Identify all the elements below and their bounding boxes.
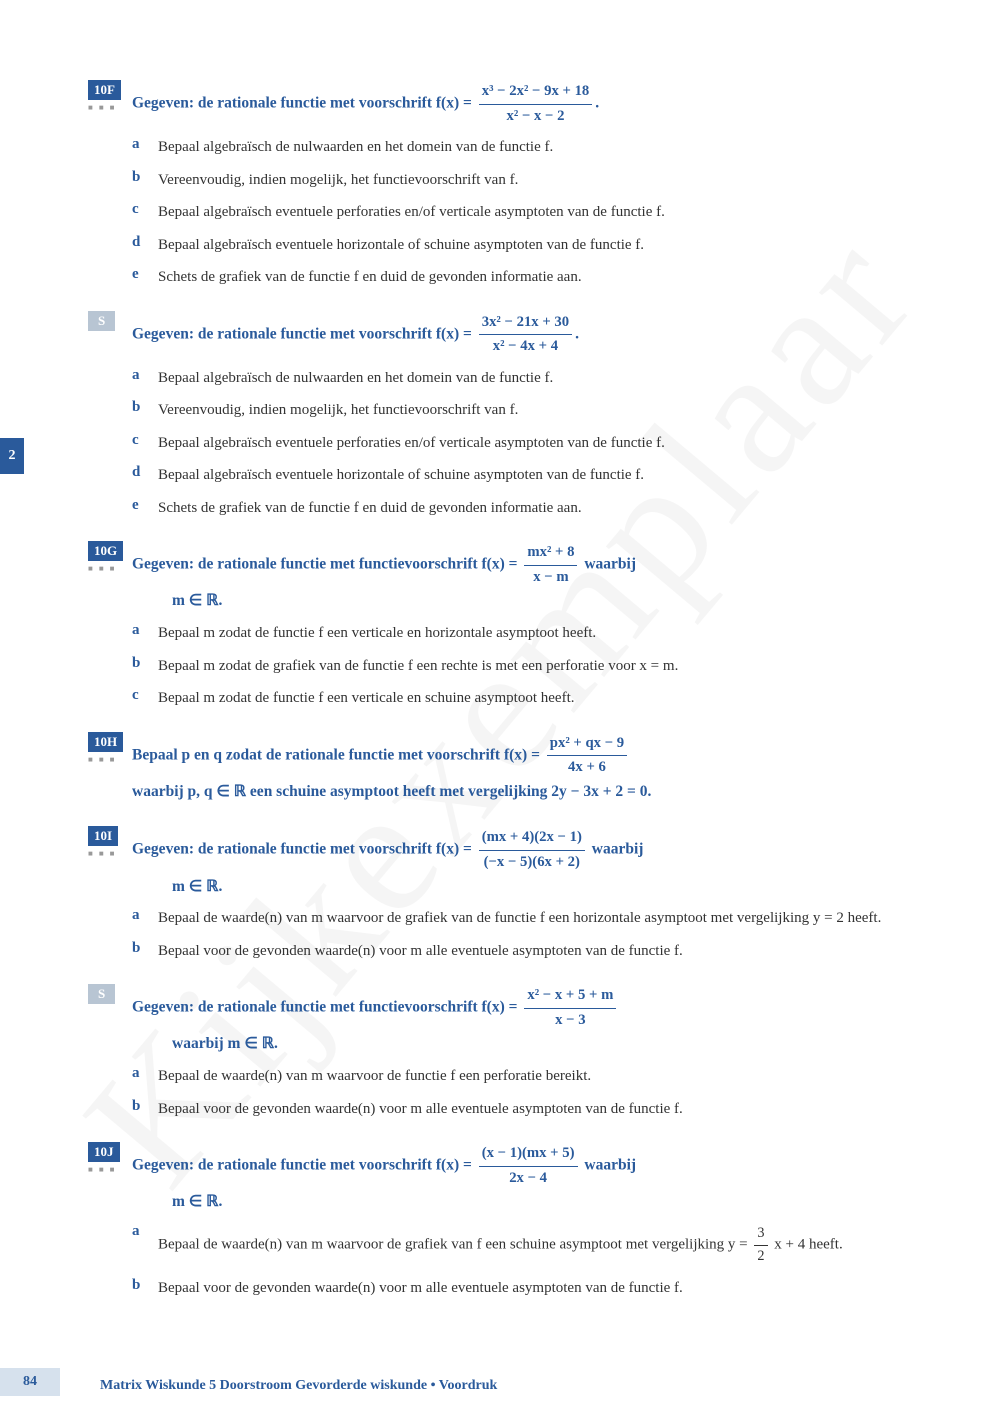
subitem-text: Bepaal m zodat de grafiek van de functie… — [158, 655, 678, 678]
exercise-badge: 10H — [88, 732, 123, 752]
subitem-d: dBepaal algebraïsch eventuele horizontal… — [132, 464, 900, 487]
subitem-label: b — [132, 1277, 158, 1294]
subitem-b: bVereenvoudig, indien mogelijk, het func… — [132, 169, 900, 192]
exercise-prompt: Gegeven: de rationale functie met voorsc… — [132, 80, 599, 128]
subitem-text: Bepaal algebraïsch eventuele perforaties… — [158, 201, 665, 224]
subitem-label: a — [132, 622, 158, 639]
subitem-b: bBepaal m zodat de grafiek van de functi… — [132, 655, 900, 678]
subitem-e: eSchets de grafiek van de functie f en d… — [132, 266, 900, 289]
subitem-text: Vereenvoudig, indien mogelijk, het funct… — [158, 399, 518, 422]
exercise-badge: 10F — [88, 80, 121, 100]
subitem-b: bBepaal voor de gevonden waarde(n) voor … — [132, 1277, 900, 1300]
subitem-text: Schets de grafiek van de functie f en du… — [158, 266, 582, 289]
difficulty-dots: ■ ■ ■ — [88, 849, 132, 858]
subitem-a: aBepaal algebraïsch de nulwaarden en het… — [132, 136, 900, 159]
exercise-s: S Gegeven: de rationale functie met voors… — [88, 311, 900, 520]
subitem-d: dBepaal algebraïsch eventuele horizontal… — [132, 234, 900, 257]
subitem-text: Bepaal de waarde(n) van m waarvoor de gr… — [158, 907, 881, 930]
subitem-b: bBepaal voor de gevonden waarde(n) voor … — [132, 940, 900, 963]
subitem-text: Bepaal algebraïsch eventuele horizontale… — [158, 234, 644, 257]
subitem-a: aBepaal de waarde(n) van m waarvoor de f… — [132, 1065, 900, 1088]
subitem-label: a — [132, 136, 158, 153]
subitem-label: a — [132, 907, 158, 924]
subitem-text: Bepaal voor de gevonden waarde(n) voor m… — [158, 1277, 683, 1300]
exercise-prompt: Gegeven: de rationale functie met functi… — [132, 541, 636, 614]
subitem-text: Bepaal de waarde(n) van m waarvoor de fu… — [158, 1065, 591, 1088]
subitem-text: Bepaal m zodat de functie f een vertical… — [158, 622, 596, 645]
difficulty-dots: ■ ■ ■ — [88, 1165, 132, 1174]
difficulty-dots: ■ ■ ■ — [88, 103, 132, 112]
exercise-10j: 10J ■ ■ ■Gegeven: de rationale functie me… — [88, 1142, 900, 1299]
exercise-s: S Gegeven: de rationale functie met funct… — [88, 984, 900, 1120]
exercise-10h: 10H ■ ■ ■Bepaal p en q zodat de rationale… — [88, 732, 900, 805]
exercise-10g: 10G ■ ■ ■Gegeven: de rationale functie me… — [88, 541, 900, 709]
subitem-label: a — [132, 1065, 158, 1082]
subitem-text: Bepaal algebraïsch eventuele perforaties… — [158, 432, 665, 455]
subitem-text: Bepaal algebraïsch de nulwaarden en het … — [158, 136, 553, 159]
subitem-label: e — [132, 266, 158, 283]
subitem-text: Bepaal algebraïsch eventuele horizontale… — [158, 464, 644, 487]
subitem-label: d — [132, 464, 158, 481]
subitem-a: aBepaal de waarde(n) van m waarvoor de g… — [132, 907, 900, 930]
subitem-text: Bepaal voor de gevonden waarde(n) voor m… — [158, 940, 683, 963]
subitem-label: b — [132, 1098, 158, 1115]
subitem-label: a — [132, 367, 158, 384]
chapter-tab: 2 — [0, 438, 24, 474]
difficulty-dots: ■ ■ ■ — [88, 564, 132, 573]
exercise-badge: S — [88, 311, 115, 331]
subitem-e: eSchets de grafiek van de functie f en d… — [132, 497, 900, 520]
subitem-text: Bepaal m zodat de functie f een vertical… — [158, 687, 575, 710]
subitem-label: b — [132, 940, 158, 957]
subitem-text: Schets de grafiek van de functie f en du… — [158, 497, 582, 520]
exercise-badge: 10J — [88, 1142, 120, 1162]
exercise-prompt: Gegeven: de rationale functie met voorsc… — [132, 311, 579, 359]
subitem-text: Bepaal de waarde(n) van m waarvoor de gr… — [158, 1223, 843, 1267]
page-number: 84 — [0, 1368, 60, 1396]
subitem-label: b — [132, 169, 158, 186]
content-area: 10F■ ■ ■Gegeven: de rationale functie me… — [88, 80, 900, 1321]
exercise-prompt: Gegeven: de rationale functie met voorsc… — [132, 1142, 636, 1215]
subitem-label: c — [132, 687, 158, 704]
subitem-text: Vereenvoudig, indien mogelijk, het funct… — [158, 169, 518, 192]
subitem-c: cBepaal algebraïsch eventuele perforatie… — [132, 432, 900, 455]
exercise-prompt: Bepaal p en q zodat de rationale functie… — [132, 732, 651, 805]
subitem-label: a — [132, 1223, 158, 1240]
footer-text: Matrix Wiskunde 5 Doorstroom Gevorderde … — [100, 1378, 497, 1394]
subitem-label: c — [132, 432, 158, 449]
subitem-a: aBepaal m zodat de functie f een vertica… — [132, 622, 900, 645]
exercise-10i: 10I ■ ■ ■Gegeven: de rationale functie me… — [88, 826, 900, 962]
subitem-c: cBepaal m zodat de functie f een vertica… — [132, 687, 900, 710]
subitem-a: aBepaal de waarde(n) van m waarvoor de g… — [132, 1223, 900, 1267]
subitem-label: d — [132, 234, 158, 251]
exercise-prompt: Gegeven: de rationale functie met voorsc… — [132, 826, 643, 899]
exercise-badge: S — [88, 984, 115, 1004]
subitem-text: Bepaal algebraïsch de nulwaarden en het … — [158, 367, 553, 390]
exercise-prompt: Gegeven: de rationale functie met functi… — [132, 984, 619, 1057]
subitem-text: Bepaal voor de gevonden waarde(n) voor m… — [158, 1098, 683, 1121]
subitem-label: b — [132, 655, 158, 672]
subitem-c: cBepaal algebraïsch eventuele perforatie… — [132, 201, 900, 224]
exercise-10f: 10F ■ ■ ■Gegeven: de rationale functie me… — [88, 80, 900, 289]
difficulty-dots: ■ ■ ■ — [88, 755, 132, 764]
subitem-label: b — [132, 399, 158, 416]
subitem-label: c — [132, 201, 158, 218]
subitem-b: bVereenvoudig, indien mogelijk, het func… — [132, 399, 900, 422]
subitem-label: e — [132, 497, 158, 514]
exercise-badge: 10G — [88, 541, 123, 561]
subitem-b: bBepaal voor de gevonden waarde(n) voor … — [132, 1098, 900, 1121]
subitem-a: aBepaal algebraïsch de nulwaarden en het… — [132, 367, 900, 390]
exercise-badge: 10I — [88, 826, 118, 846]
